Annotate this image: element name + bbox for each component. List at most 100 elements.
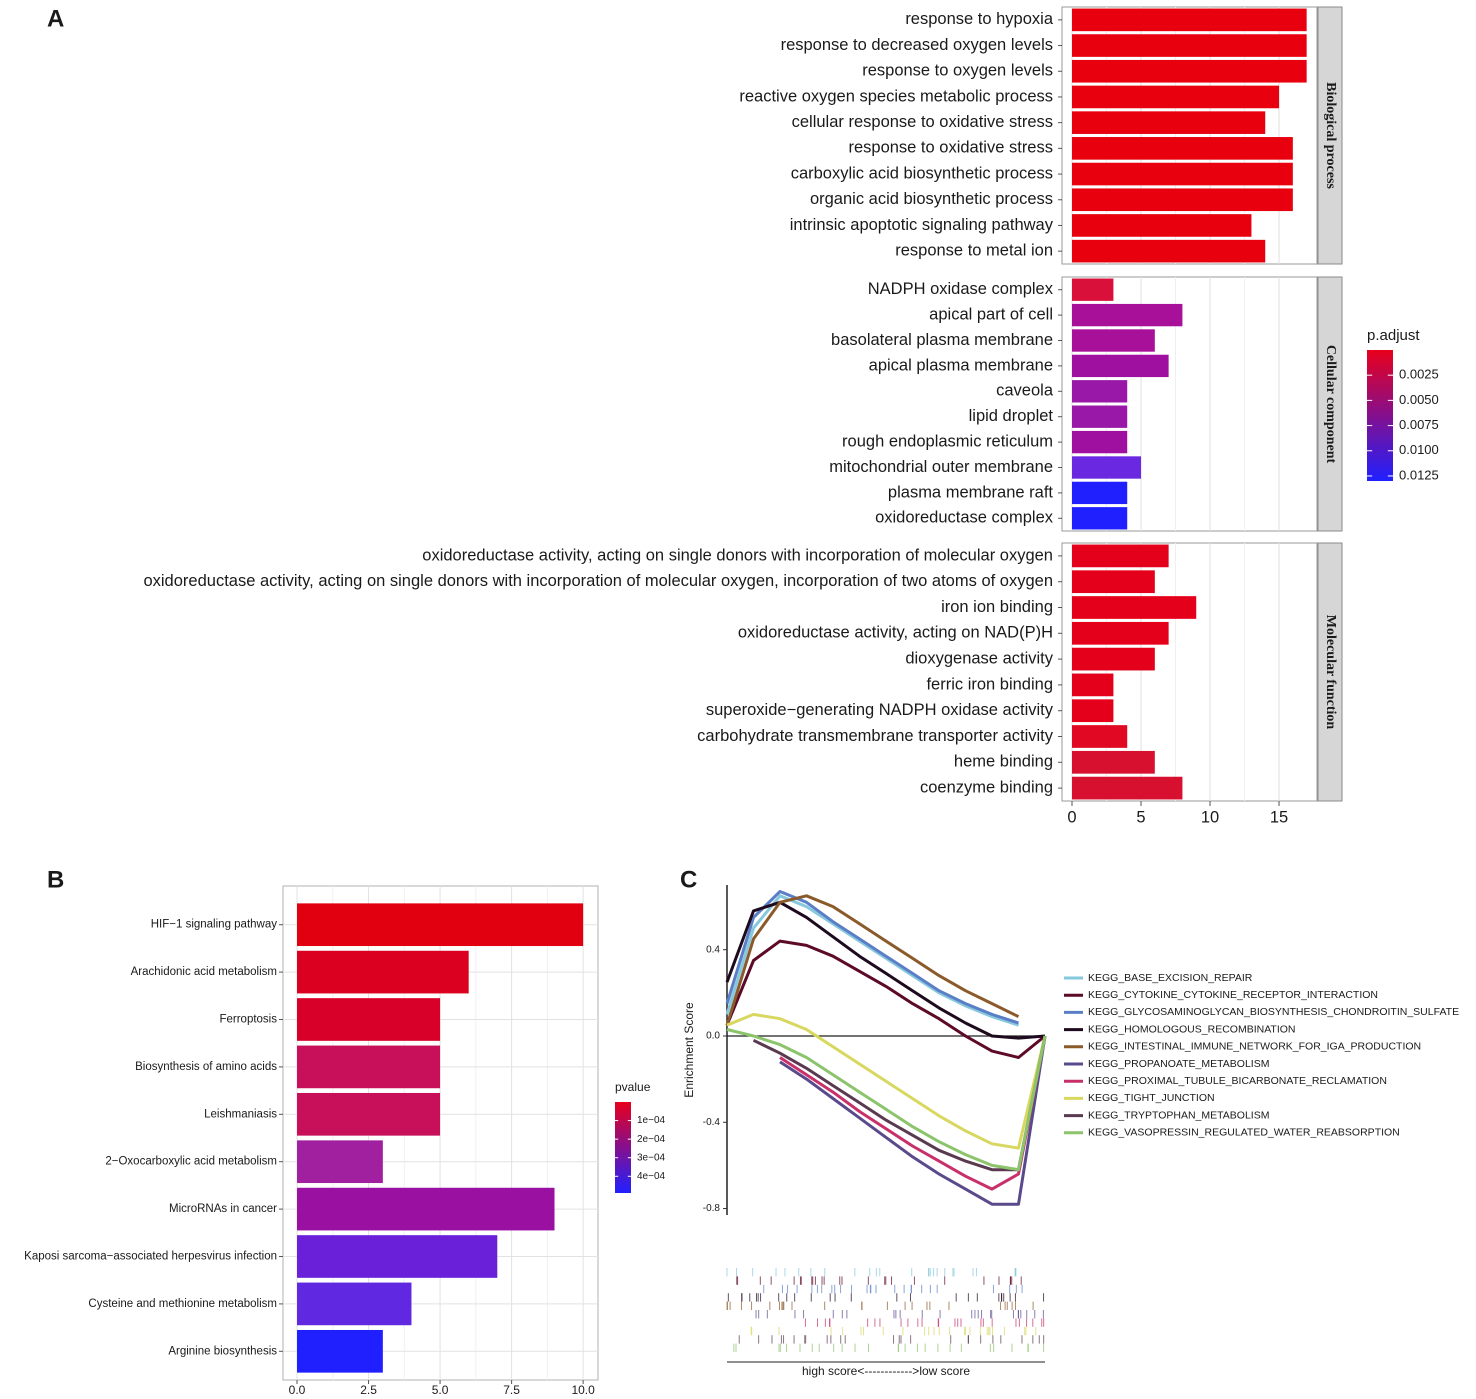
y-tick-label: apical plasma membrane bbox=[869, 356, 1053, 374]
colorbar-label: 0.0100 bbox=[1399, 442, 1439, 457]
legend-label: KEGG_HOMOLOGOUS_RECOMBINATION bbox=[1088, 1023, 1296, 1035]
y-tick-label: response to decreased oxygen levels bbox=[781, 36, 1053, 54]
bar bbox=[297, 1187, 555, 1231]
x-tick-label: 10 bbox=[1201, 808, 1219, 826]
legend-label: KEGG_BASE_EXCISION_REPAIR bbox=[1088, 972, 1253, 984]
x-tick-label: 0.0 bbox=[289, 1383, 306, 1397]
y-tick-label: Biosynthesis of amino acids bbox=[135, 1061, 277, 1073]
bar bbox=[297, 903, 584, 947]
bar bbox=[1072, 34, 1307, 57]
bar bbox=[1072, 85, 1280, 109]
bar bbox=[1072, 303, 1183, 327]
y-tick-label: oxidoreductase activity, acting on singl… bbox=[143, 572, 1053, 590]
x-tick-label: 5 bbox=[1136, 808, 1145, 826]
bar bbox=[1072, 380, 1128, 403]
y-tick-label: Kaposi sarcoma−associated herpesvirus in… bbox=[24, 1251, 277, 1263]
y-tick-label: oxidoreductase activity, acting on NAD(P… bbox=[738, 624, 1053, 642]
bar bbox=[1072, 137, 1293, 160]
y-tick-label: NADPH oxidase complex bbox=[868, 280, 1054, 298]
bar bbox=[297, 950, 469, 994]
bar bbox=[297, 1282, 412, 1326]
panel-letter: A bbox=[47, 5, 64, 32]
es-line bbox=[752, 1035, 1047, 1172]
y-tick-label: Arachidonic acid metabolism bbox=[131, 966, 277, 978]
bar bbox=[297, 1235, 498, 1278]
facet-strip bbox=[1317, 6, 1343, 265]
bar bbox=[1072, 699, 1114, 723]
colorbar bbox=[615, 1102, 631, 1193]
legend-label: KEGG_TRYPTOPHAN_METABOLISM bbox=[1088, 1109, 1269, 1121]
bar bbox=[1072, 596, 1197, 619]
facet-label: Cellular component bbox=[1323, 345, 1338, 464]
facet-strip bbox=[1317, 542, 1343, 802]
legend-title: p.adjust bbox=[1367, 327, 1420, 344]
bar bbox=[1072, 111, 1266, 134]
colorbar-label: 0.0050 bbox=[1399, 392, 1439, 407]
facet-label: Molecular function bbox=[1323, 615, 1338, 730]
bar bbox=[1072, 329, 1155, 352]
bar bbox=[1072, 188, 1293, 212]
legend-label: KEGG_GLYCOSAMINOGLYCAN_BIOSYNTHESIS_CHON… bbox=[1088, 1006, 1459, 1018]
y-tick-label: -0.4 bbox=[703, 1117, 721, 1128]
y-axis-title: Enrichment Score bbox=[682, 1002, 696, 1098]
y-tick-label: 2−Oxocarboxylic acid metabolism bbox=[105, 1156, 277, 1168]
y-tick-label: caveola bbox=[996, 382, 1054, 400]
bar bbox=[1072, 456, 1142, 479]
es-line bbox=[779, 1035, 1047, 1206]
bar bbox=[1072, 544, 1169, 568]
y-tick-label: response to oxygen levels bbox=[862, 62, 1053, 80]
es-line bbox=[726, 1012, 1047, 1150]
bar bbox=[297, 1329, 383, 1373]
bar bbox=[1072, 239, 1266, 263]
y-tick-label: iron ion binding bbox=[941, 598, 1053, 616]
bar bbox=[1072, 507, 1128, 530]
facet-label: Biological process bbox=[1323, 82, 1338, 189]
bar bbox=[1072, 162, 1293, 186]
bar bbox=[1072, 621, 1169, 645]
y-tick-label: cellular response to oxidative stress bbox=[792, 113, 1053, 131]
bar bbox=[1072, 8, 1307, 32]
legend-label: KEGG_PROXIMAL_TUBULE_BICARBONATE_RECLAMA… bbox=[1088, 1075, 1387, 1087]
colorbar-label: 0.0125 bbox=[1399, 467, 1439, 482]
y-tick-label: reactive oxygen species metabolic proces… bbox=[739, 87, 1053, 105]
bar bbox=[1072, 278, 1114, 301]
y-tick-label: ferric iron binding bbox=[926, 675, 1053, 693]
y-tick-label: 0.4 bbox=[706, 944, 720, 955]
y-tick-label: -0.8 bbox=[703, 1203, 721, 1214]
y-tick-label: dioxygenase activity bbox=[905, 649, 1053, 667]
panel-letter: C bbox=[680, 866, 697, 893]
y-tick-label: Arginine biosynthesis bbox=[168, 1345, 277, 1357]
y-tick-label: lipid droplet bbox=[969, 407, 1054, 425]
colorbar bbox=[1367, 350, 1393, 481]
y-tick-label: response to metal ion bbox=[895, 242, 1053, 260]
bar bbox=[1072, 776, 1183, 800]
es-line bbox=[779, 1035, 1047, 1191]
bar bbox=[1072, 570, 1155, 594]
y-tick-label: Ferroptosis bbox=[219, 1014, 277, 1026]
legend-label: KEGG_VASOPRESSIN_REGULATED_WATER_REABSOR… bbox=[1088, 1127, 1400, 1139]
y-tick-label: apical part of cell bbox=[929, 305, 1053, 323]
bar bbox=[1072, 750, 1155, 774]
colorbar-label: 2e−04 bbox=[637, 1134, 666, 1145]
es-line bbox=[725, 939, 1046, 1059]
es-line bbox=[725, 890, 1019, 1025]
legend-label: KEGG_TIGHT_JUNCTION bbox=[1088, 1092, 1215, 1104]
panel-letter: B bbox=[47, 866, 64, 893]
y-tick-label: response to hypoxia bbox=[905, 10, 1054, 28]
colorbar-label: 1e−04 bbox=[637, 1115, 666, 1126]
colorbar-label: 3e−04 bbox=[637, 1152, 666, 1163]
y-tick-label: intrinsic apoptotic signaling pathway bbox=[790, 216, 1054, 234]
x-tick-label: 7.5 bbox=[503, 1383, 520, 1397]
legend-label: KEGG_INTESTINAL_IMMUNE_NETWORK_FOR_IGA_P… bbox=[1088, 1041, 1421, 1053]
x-tick-label: 10.0 bbox=[571, 1383, 595, 1397]
es-line bbox=[725, 894, 1019, 1027]
x-axis-title: high score<------------>low score bbox=[802, 1364, 970, 1378]
colorbar-label: 0.0075 bbox=[1399, 417, 1439, 432]
y-tick-label: heme binding bbox=[954, 753, 1053, 771]
y-tick-label: oxidoreductase complex bbox=[875, 509, 1054, 527]
bar bbox=[297, 1045, 441, 1089]
x-tick-label: 5.0 bbox=[432, 1383, 449, 1397]
y-tick-label: Cysteine and methionine metabolism bbox=[88, 1298, 277, 1310]
bar bbox=[1072, 725, 1128, 748]
bar bbox=[1072, 673, 1114, 697]
